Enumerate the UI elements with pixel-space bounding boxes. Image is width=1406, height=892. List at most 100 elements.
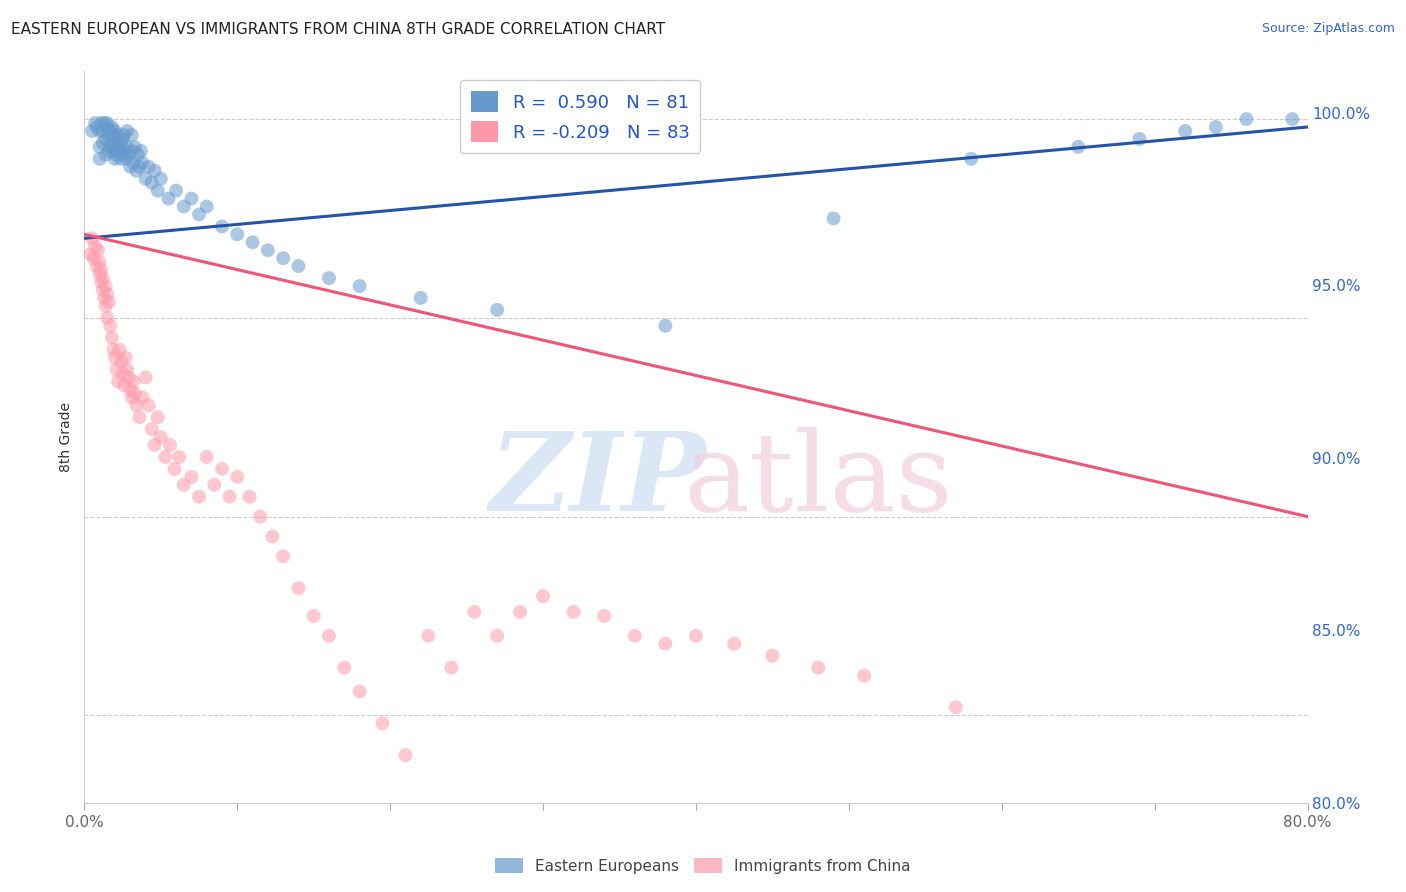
Point xyxy=(440,660,463,674)
Point xyxy=(90,116,112,130)
Point xyxy=(128,410,150,425)
Point xyxy=(159,438,181,452)
Point xyxy=(98,124,121,138)
Point xyxy=(112,128,135,142)
Point xyxy=(685,629,707,643)
Point xyxy=(89,267,111,281)
Point xyxy=(188,207,211,221)
Point xyxy=(121,128,143,142)
Point xyxy=(115,140,138,154)
Point xyxy=(333,660,356,674)
Point xyxy=(89,152,111,166)
Point xyxy=(79,247,101,261)
Point xyxy=(91,136,114,150)
Point xyxy=(103,128,125,142)
Point xyxy=(94,148,117,162)
Point xyxy=(318,271,340,285)
Point xyxy=(103,144,125,158)
Point xyxy=(654,318,676,333)
Point xyxy=(121,390,143,404)
Y-axis label: 8th Grade: 8th Grade xyxy=(59,402,73,472)
Point xyxy=(1281,112,1303,126)
Point xyxy=(89,140,111,154)
Point xyxy=(91,124,114,138)
Point xyxy=(118,370,141,384)
Point xyxy=(1236,112,1258,126)
Point xyxy=(98,318,121,333)
Point xyxy=(509,605,531,619)
Point xyxy=(115,124,138,138)
Point xyxy=(463,605,485,619)
Point xyxy=(96,287,118,301)
Text: EASTERN EUROPEAN VS IMMIGRANTS FROM CHINA 8TH GRADE CORRELATION CHART: EASTERN EUROPEAN VS IMMIGRANTS FROM CHIN… xyxy=(11,22,665,37)
Point xyxy=(593,609,616,624)
Point xyxy=(173,477,195,491)
Point xyxy=(97,294,120,309)
Point xyxy=(141,176,163,190)
Point xyxy=(149,430,172,444)
Point xyxy=(93,291,115,305)
Point xyxy=(180,470,202,484)
Point xyxy=(101,331,124,345)
Text: ZIP: ZIP xyxy=(489,427,706,534)
Point xyxy=(1128,132,1150,146)
Point xyxy=(165,184,187,198)
Point xyxy=(960,152,983,166)
Point xyxy=(90,275,112,289)
Text: atlas: atlas xyxy=(683,427,953,534)
Point xyxy=(163,462,186,476)
Point xyxy=(118,148,141,162)
Point xyxy=(257,244,280,258)
Point xyxy=(125,163,148,178)
Point xyxy=(211,219,233,234)
Point xyxy=(96,116,118,130)
Point xyxy=(101,120,124,134)
Point xyxy=(128,160,150,174)
Point xyxy=(80,231,103,245)
Point xyxy=(110,354,132,368)
Point xyxy=(218,490,240,504)
Point xyxy=(110,152,132,166)
Point xyxy=(135,370,157,384)
Point xyxy=(80,124,103,138)
Point xyxy=(105,132,128,146)
Point xyxy=(262,529,284,543)
Point xyxy=(242,235,264,250)
Point xyxy=(104,140,127,154)
Point xyxy=(112,378,135,392)
Point xyxy=(124,140,146,154)
Point xyxy=(394,748,416,763)
Point xyxy=(287,259,309,273)
Point xyxy=(138,160,160,174)
Point xyxy=(807,660,830,674)
Point xyxy=(94,279,117,293)
Point xyxy=(1067,140,1090,154)
Point xyxy=(98,140,121,154)
Point xyxy=(104,152,127,166)
Point xyxy=(271,251,294,265)
Point xyxy=(97,128,120,142)
Point xyxy=(96,120,118,134)
Point xyxy=(195,450,218,464)
Point xyxy=(124,386,146,401)
Point xyxy=(108,140,131,154)
Point xyxy=(94,299,117,313)
Point xyxy=(121,144,143,158)
Point xyxy=(149,171,172,186)
Point xyxy=(93,116,115,130)
Point xyxy=(486,302,509,317)
Point xyxy=(112,144,135,158)
Text: Source: ZipAtlas.com: Source: ZipAtlas.com xyxy=(1261,22,1395,36)
Point xyxy=(318,629,340,643)
Point xyxy=(1174,124,1197,138)
Point xyxy=(104,351,127,365)
Point xyxy=(91,283,114,297)
Point xyxy=(302,609,325,624)
Point xyxy=(84,116,107,130)
Point xyxy=(654,637,676,651)
Point xyxy=(87,244,110,258)
Point xyxy=(135,171,157,186)
Point xyxy=(91,271,114,285)
Point xyxy=(349,684,371,698)
Point xyxy=(624,629,647,643)
